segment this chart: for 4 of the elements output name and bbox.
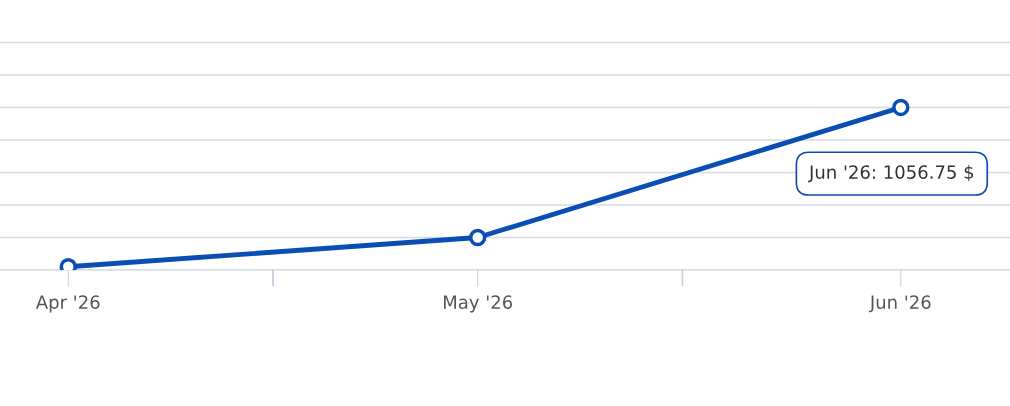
x-tick-label: Apr '26: [35, 295, 100, 313]
annotation: Jun '26: 1056.75 $: [808, 164, 974, 183]
x-tick-label: Jun '26: [868, 295, 931, 313]
x-tick-label: May '26: [443, 295, 513, 313]
